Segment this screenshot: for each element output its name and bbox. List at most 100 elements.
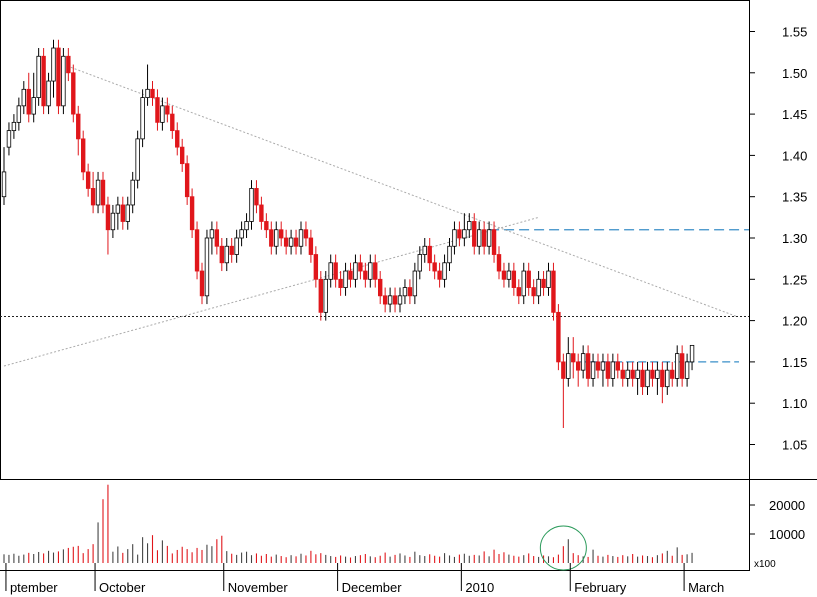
candle-body: [392, 295, 398, 305]
candle-body: [625, 369, 630, 379]
candle-body: [576, 361, 581, 371]
candle-body: [402, 287, 408, 297]
candle-body: [278, 229, 284, 239]
candle-body: [526, 270, 531, 288]
candle-body: [293, 237, 299, 247]
candle-body: [105, 204, 111, 231]
candle-body: [100, 179, 106, 206]
candle-body: [585, 353, 591, 379]
candle-body: [650, 369, 655, 379]
candle-body: [373, 262, 378, 280]
month-label: ptember: [10, 580, 58, 595]
candle-body: [150, 88, 155, 98]
month-label: 2010: [465, 580, 494, 595]
candle-body: [56, 47, 61, 107]
candle-body: [580, 353, 586, 371]
candle-body: [274, 229, 279, 247]
candle-body: [61, 55, 66, 107]
candle-body: [541, 278, 546, 288]
candle-body: [244, 221, 249, 231]
price-tick-label: 1.15: [782, 355, 807, 370]
candle-body: [486, 229, 492, 247]
candle-body: [239, 229, 244, 239]
candle-body: [679, 353, 685, 379]
candle-body: [546, 270, 551, 288]
candle-body: [130, 179, 135, 206]
price-panel-frame: [0, 0, 750, 480]
candle-body: [264, 221, 269, 231]
candle-body: [620, 369, 625, 379]
candle-body: [313, 254, 319, 280]
candle-body: [298, 229, 304, 247]
candle-body: [204, 237, 210, 297]
price-tick-label: 1.30: [782, 231, 807, 246]
candle-body: [308, 237, 314, 255]
candle-body: [427, 245, 432, 264]
candle-body: [140, 97, 145, 140]
candle-body: [283, 237, 289, 247]
candle-body: [160, 105, 165, 123]
candle-body: [125, 204, 130, 222]
candle-body: [511, 270, 517, 288]
candle-body: [462, 229, 467, 239]
candle-body: [259, 204, 264, 222]
candle-body: [412, 270, 418, 297]
price-tick-label: 1.50: [782, 66, 807, 81]
candle-body: [269, 229, 274, 247]
candle-body: [640, 369, 645, 388]
candle-body: [189, 196, 195, 231]
candle-body: [353, 262, 358, 280]
price-tick-label: 1.55: [782, 25, 807, 40]
candle-body: [303, 229, 309, 239]
uptrend-line: [3, 216, 539, 367]
candle-body: [36, 55, 41, 98]
candle-body: [66, 55, 71, 74]
candle-body: [323, 278, 328, 313]
candle-body: [165, 105, 170, 115]
candle-body: [51, 47, 56, 82]
candle-body: [214, 229, 220, 247]
candle-body: [442, 262, 447, 280]
candle-body: [670, 369, 675, 379]
candle-body: [41, 55, 46, 107]
candle-body: [610, 361, 616, 379]
candle-body: [605, 361, 611, 379]
candle-body: [481, 229, 487, 247]
candle-body: [472, 221, 477, 247]
price-tick-label: 1.10: [782, 396, 807, 411]
candle-body: [600, 361, 606, 371]
candle-body: [506, 270, 512, 280]
candle-body: [11, 121, 17, 132]
volume-spike-highlight-circle: [539, 525, 587, 571]
candle-body: [76, 113, 81, 140]
candle-body: [135, 138, 140, 181]
candle-body: [432, 262, 437, 272]
candle-body: [95, 179, 101, 206]
volume-tick-label: 20000: [769, 498, 805, 513]
candle-body: [382, 295, 388, 305]
price-tick-label: 1.45: [782, 107, 807, 122]
candle-body: [447, 245, 452, 264]
candle-body: [476, 229, 482, 247]
candle-body: [6, 130, 12, 148]
volume-series: [3, 484, 693, 571]
candle-body: [675, 353, 680, 379]
candle-body: [551, 270, 556, 313]
candle-body: [26, 88, 31, 115]
chart-frame: [0, 0, 817, 571]
candle-body: [318, 278, 323, 313]
candle-body: [615, 361, 620, 371]
candle-body: [655, 369, 660, 379]
candle-body: [115, 204, 121, 214]
candle-body: [452, 229, 457, 247]
candle-body: [85, 171, 91, 189]
candle-body: [333, 262, 338, 280]
candle-body: [571, 353, 576, 363]
candle-body: [561, 361, 566, 379]
candle-body: [21, 88, 26, 107]
month-label: February: [574, 580, 627, 595]
candle-body: [417, 254, 422, 272]
downtrend-line: [63, 64, 737, 317]
candle-body: [437, 270, 442, 280]
candle-body: [46, 80, 51, 107]
